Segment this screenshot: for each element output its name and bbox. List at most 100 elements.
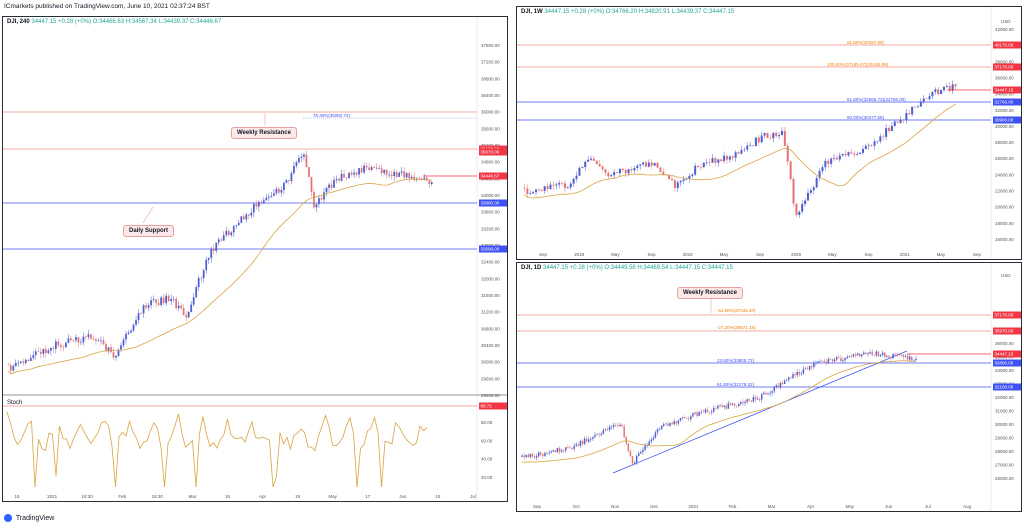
chart-title-1d: DJI, 1D 34447.15 +0.28 (+0%) O:34449.58 … (521, 265, 733, 271)
candle-body (775, 132, 778, 137)
candle-body (385, 169, 388, 175)
candle-body (360, 168, 363, 173)
candle-body (654, 432, 657, 438)
price-axis-label: 31200.00 (481, 310, 500, 315)
candle-body (630, 169, 633, 171)
candle-body (723, 155, 726, 162)
candle-body (644, 162, 647, 167)
fib-label: -61.80%(37446.40) (717, 308, 756, 313)
candle-body (742, 402, 744, 404)
candle-body (662, 171, 665, 175)
time-axis-label: Sep (539, 252, 548, 257)
candle-body (67, 338, 70, 343)
candle-body (600, 433, 602, 435)
candle-body (250, 212, 253, 216)
candle-body (871, 351, 873, 355)
tradingview-footer[interactable]: TradingView (4, 514, 54, 522)
stoch-line (6, 411, 428, 488)
candle-body (670, 179, 674, 181)
candle-body (288, 180, 290, 181)
price-axis-label: 29600.00 (481, 376, 500, 381)
candle-body (607, 172, 610, 177)
candle-body (573, 445, 575, 449)
fib-label: 61.80%(32179.32) (717, 382, 755, 387)
candle-body (900, 354, 903, 356)
candle-body (270, 195, 273, 197)
candle-body (842, 360, 844, 362)
candle-body (265, 197, 268, 201)
candle-body (579, 440, 582, 446)
candle-body (358, 168, 360, 175)
candle-body (861, 354, 863, 357)
candle-body (685, 417, 688, 419)
candle-body (585, 438, 588, 442)
candle-body (185, 315, 188, 318)
candle-body (725, 155, 728, 160)
candle-body (945, 86, 948, 87)
candle-body (526, 188, 529, 194)
price-axis-label: 30400.00 (481, 343, 500, 348)
candle-body (157, 303, 160, 305)
candle-body (328, 184, 330, 188)
candle-body (393, 172, 396, 177)
candle-body (650, 162, 653, 166)
candle-body (375, 167, 378, 169)
price-tag-text: 35970.00 (995, 329, 1014, 334)
candle-body (155, 299, 157, 304)
candle-body (548, 452, 550, 454)
chart-panel-1w[interactable]: DJI, 1W 34447.15 +0.28 (+0%) O:34766.20 … (516, 6, 1022, 260)
chart-canvas-4h[interactable]: 37600.00 37200.00 36800.00 36400.00 36000.00… (3, 17, 508, 502)
price-axis-label: 36800.00 (481, 76, 500, 81)
candle-body (117, 349, 120, 356)
price-axis-label: 31000.00 (995, 409, 1014, 414)
candle-body (633, 168, 636, 171)
candle-body (818, 171, 821, 179)
price-axis-label: 33200.00 (481, 226, 500, 231)
candle-body (750, 400, 753, 402)
candle-body (769, 137, 772, 139)
candle-body (52, 347, 55, 349)
candle-body (719, 405, 721, 407)
candle-body (748, 399, 750, 401)
candle-body (638, 453, 640, 456)
price-tag (993, 41, 1021, 49)
candle-body (578, 168, 581, 176)
time-axis-label: Sep (533, 504, 542, 509)
candle-body (165, 295, 168, 304)
candle-body (656, 429, 659, 433)
chart-canvas-1d[interactable]: USD36000.0035000.0034000.0033000.0032000… (517, 263, 1022, 512)
candle-body (625, 437, 627, 444)
price-tag-text: 34447.15 (995, 88, 1014, 93)
candle-body (717, 159, 720, 163)
chart-canvas-1w[interactable]: USD42000.0040000.0038000.0036000.0034000… (517, 7, 1022, 260)
price-axis-label: 36400.00 (481, 93, 500, 98)
candle-body (215, 242, 218, 251)
chart-panel-4h[interactable]: DJI, 240 34447.15 +0.28 (+0%) O:34466.63… (2, 16, 508, 502)
candle-body (677, 420, 680, 424)
candle-body (318, 198, 320, 205)
candle-body (800, 373, 803, 375)
time-axis-label: 17 (365, 494, 371, 499)
candle-body (540, 189, 543, 191)
candle-body (908, 356, 911, 360)
candle-body (875, 351, 878, 356)
candle-body (931, 91, 934, 97)
candle-body (537, 452, 540, 457)
candle-body (405, 173, 408, 178)
candle-body (80, 342, 82, 343)
candle-body (873, 141, 876, 146)
candle-body (523, 455, 525, 458)
price-tag-text: 32696.00 (481, 247, 500, 252)
time-axis-label: May (720, 252, 729, 257)
chart-title-4h: DJI, 240 34447.15 +0.28 (+0%) O:34466.63… (7, 19, 221, 25)
candle-body (569, 447, 571, 449)
candle-body (752, 397, 755, 402)
price-tag-text: 33800.00 (995, 361, 1014, 366)
candle-body (894, 353, 896, 355)
candle-body (546, 452, 548, 454)
candle-body (145, 305, 147, 308)
candle-body (940, 90, 943, 95)
candle-body (235, 225, 238, 227)
chart-panel-1d[interactable]: DJI, 1D 34447.15 +0.28 (+0%) O:34449.58 … (516, 262, 1022, 512)
candle-body (733, 403, 736, 406)
